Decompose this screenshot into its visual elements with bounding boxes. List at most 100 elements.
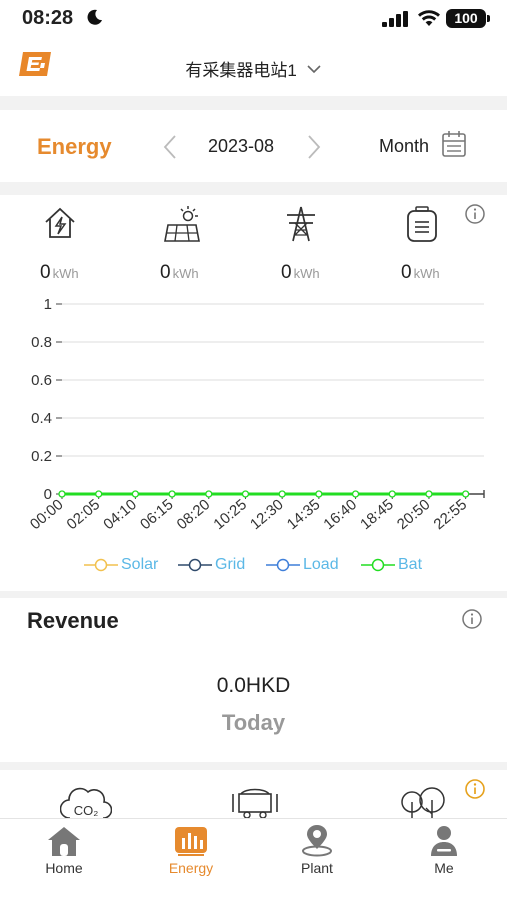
x-tick-label: 10:25: [210, 496, 250, 533]
environment-card: CO₂: [0, 770, 507, 818]
x-tick-label: 22:55: [431, 496, 471, 533]
battery-tip: [487, 15, 490, 22]
metric-home-unit: kWh: [52, 266, 79, 281]
tab-energy[interactable]: Energy: [141, 825, 241, 876]
status-bar: 08:28 100: [0, 0, 507, 40]
data-point-bat: [131, 490, 140, 498]
y-tick-label: 0.8: [31, 334, 52, 351]
legend-bat-marker-icon: [361, 558, 395, 572]
tab-plant[interactable]: Plant: [267, 825, 367, 876]
legend-solar-label: Solar: [121, 556, 159, 573]
battery-icon: [407, 206, 437, 242]
chart-legend: Solar Grid Load Bat: [0, 556, 507, 578]
calendar-icon[interactable]: [441, 130, 467, 158]
station-name: 有采集器电站1: [185, 61, 297, 80]
environment-info-icon[interactable]: [464, 778, 486, 800]
status-time: 08:28: [22, 7, 74, 29]
metric-grid-value: 0: [281, 262, 292, 283]
metric-battery-unit: kWh: [413, 266, 440, 281]
chevron-down-icon: [307, 64, 321, 73]
data-point-bat: [388, 490, 396, 498]
revenue-title: Revenue: [27, 608, 119, 633]
selected-date[interactable]: 2023-08: [208, 136, 275, 156]
legend-item-bat[interactable]: Bat: [361, 556, 422, 574]
home-icon: [48, 827, 80, 856]
y-tick-label: 0.4: [31, 410, 52, 427]
data-point-bat: [278, 490, 286, 498]
wifi-icon: [418, 10, 440, 26]
x-tick-label: 04:10: [100, 496, 140, 533]
tab-home-label: Home: [45, 860, 83, 876]
chevron-left-icon[interactable]: [162, 134, 178, 160]
person-icon: [431, 826, 457, 856]
tab-me[interactable]: Me: [394, 825, 494, 876]
period-selector[interactable]: Month: [379, 136, 430, 156]
metric-solar-value: 0: [160, 262, 171, 283]
x-tick-label: 18:45: [357, 496, 397, 533]
info-icon[interactable]: [464, 203, 486, 225]
data-point-bat: [205, 490, 213, 498]
energy-title: Energy: [37, 134, 112, 159]
x-tick-label: 12:30: [247, 496, 287, 533]
x-tick-label: 16:40: [320, 496, 360, 533]
tab-energy-label: Energy: [168, 860, 214, 876]
data-point-bat: [425, 490, 433, 498]
location-pin-icon: [302, 825, 332, 857]
station-selector[interactable]: 有采集器电站1: [0, 56, 507, 81]
metric-battery-value: 0: [401, 262, 412, 283]
legend-grid-marker-icon: [178, 558, 212, 572]
trees-icon: [401, 787, 445, 818]
bottom-tab-bar: Home Energy Plant Me: [0, 818, 507, 900]
data-point-bat: [168, 490, 176, 498]
legend-solar-marker-icon: [84, 558, 118, 572]
metric-grid-unit: kWh: [293, 266, 320, 281]
revenue-amount: 0.0HKD: [216, 674, 291, 697]
y-tick-label: 0: [44, 486, 52, 503]
legend-item-solar[interactable]: Solar: [84, 556, 158, 574]
app-logo-icon: [19, 52, 51, 76]
legend-bat-label: Bat: [398, 556, 423, 573]
x-tick-label: 02:05: [64, 496, 104, 533]
energy-date-bar: Energy 2023-08 Month: [0, 110, 507, 182]
co2-label: CO₂: [74, 803, 99, 818]
energy-chart-icon: [175, 827, 207, 856]
tab-home[interactable]: Home: [14, 825, 114, 876]
y-tick-label: 0.2: [31, 448, 52, 465]
x-tick-label: 14:35: [284, 496, 324, 533]
legend-load-marker-icon: [266, 558, 300, 572]
metric-home-value: 0: [40, 262, 51, 283]
moon-icon: [87, 9, 102, 25]
x-tick-label: 20:50: [394, 496, 434, 533]
revenue-period: Today: [221, 710, 286, 735]
legend-item-load[interactable]: Load: [266, 556, 339, 574]
legend-grid-label: Grid: [215, 556, 246, 573]
y-tick-label: 0.6: [31, 372, 52, 389]
x-tick-label: 08:20: [174, 496, 214, 533]
data-point-bat: [58, 490, 66, 498]
co2-cloud-icon: CO₂: [60, 787, 112, 818]
home-energy-icon: [45, 207, 75, 238]
cellular-signal-icon: [382, 11, 408, 27]
data-point-bat: [351, 490, 360, 498]
revenue-card: Revenue 0.0HKD Today: [0, 598, 507, 762]
legend-load-label: Load: [303, 556, 339, 573]
data-point-bat: [315, 490, 323, 498]
data-point-bat: [241, 490, 250, 498]
chevron-right-icon[interactable]: [306, 134, 322, 160]
coal-cart-icon: [232, 788, 278, 818]
tab-plant-label: Plant: [301, 860, 333, 876]
app-header: 有采集器电站1: [0, 40, 507, 96]
solar-panel-icon: [164, 206, 200, 242]
metric-solar-unit: kWh: [172, 266, 199, 281]
revenue-info-icon[interactable]: [461, 608, 483, 630]
data-point-bat: [462, 490, 470, 498]
data-point-bat: [95, 490, 103, 498]
tab-me-label: Me: [434, 860, 454, 876]
energy-chart-card: 0 kWh 0 kWh 0 kWh: [0, 195, 507, 591]
battery-indicator: 100: [446, 9, 486, 28]
energy-line-chart: 10.80.60.40.2000:0002:0504:1006:1508:201…: [27, 296, 485, 533]
x-tick-label: 06:15: [137, 496, 177, 533]
y-tick-label: 1: [44, 296, 52, 313]
power-tower-icon: [287, 206, 315, 242]
legend-item-grid[interactable]: Grid: [178, 556, 245, 574]
